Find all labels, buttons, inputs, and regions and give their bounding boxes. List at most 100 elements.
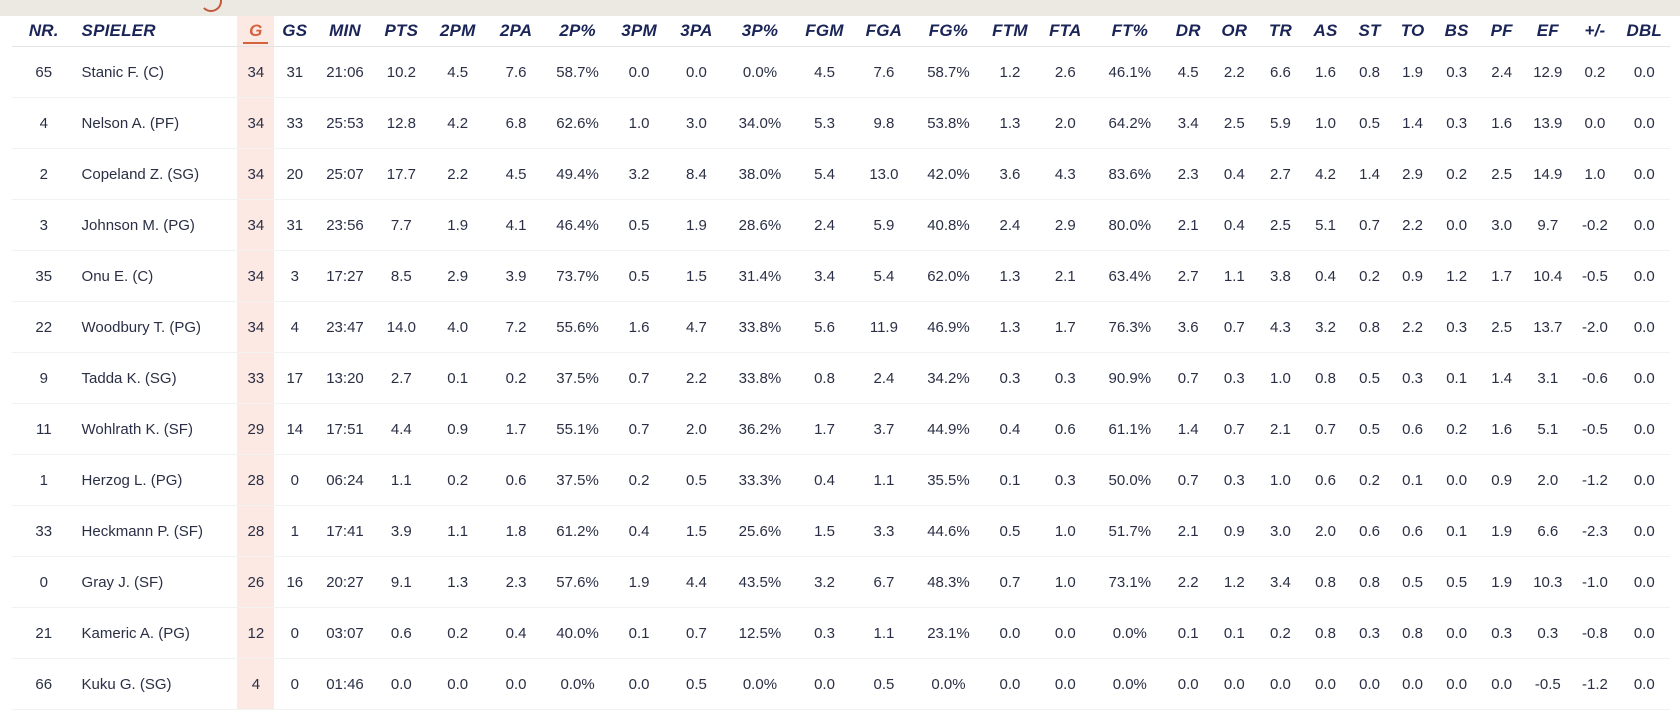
table-row[interactable]: 1 Herzog L. (PG) 28 0 06:24 1.1 0.2 0.6 37.5% 0.2… [12,454,1670,506]
column-header-2pa[interactable]: 2PA [487,16,545,47]
cell-g: 29 [237,403,275,455]
cell-dr: 3.4 [1165,97,1211,149]
cell-bs: 0.1 [1434,505,1480,557]
column-header-tr[interactable]: TR [1257,16,1303,47]
cell-2pa: 1.8 [487,505,545,557]
player-name-cell[interactable]: Herzog L. (PG) [75,454,238,506]
column-header-2pm[interactable]: 2PM [427,16,488,47]
cell-bs: 0.3 [1434,301,1480,353]
cell-gs: 20 [274,148,316,200]
cell-3pm: 0.0 [610,658,668,710]
column-header-nr[interactable]: NR. [12,16,76,47]
cell-dr: 0.7 [1165,352,1211,404]
column-header-ft-pct[interactable]: FT% [1093,16,1166,47]
cell-bs: 0.0 [1434,199,1480,251]
cell-min: 03:07 [315,607,375,659]
player-name-cell[interactable]: Kuku G. (SG) [75,658,238,710]
cell-pf: 1.4 [1479,352,1525,404]
cell-fgm: 5.4 [794,148,855,200]
column-header-fga[interactable]: FGA [854,16,914,47]
cell-ef: 12.9 [1524,46,1572,98]
cell-nr: 66 [12,658,76,710]
logo-icon [200,0,222,12]
cell-2pa: 7.2 [487,301,545,353]
cell-2pm: 0.1 [427,352,488,404]
column-header-or[interactable]: OR [1210,16,1258,47]
column-header-pts[interactable]: PTS [374,16,428,47]
table-row[interactable]: 0 Gray J. (SF) 26 16 20:27 9.1 1.3 2.3 57.6% 1.9 4… [12,556,1670,608]
cell-2p-pct: 37.5% [544,352,611,404]
table-row[interactable]: 2 Copeland Z. (SG) 34 20 25:07 17.7 2.2 4.5 49.4… [12,148,1670,200]
player-name-cell[interactable]: Onu E. (C) [75,250,238,302]
cell-3pa: 4.4 [667,556,726,608]
player-name-cell[interactable]: Johnson M. (PG) [75,199,238,251]
cell-gs: 31 [274,46,316,98]
cell-st: 0.8 [1348,556,1392,608]
cell-fgm: 0.3 [794,607,855,659]
column-header-ef[interactable]: EF [1524,16,1572,47]
player-name-cell[interactable]: Gray J. (SF) [75,556,238,608]
column-header-3pm[interactable]: 3PM [610,16,668,47]
cell-dr: 2.1 [1165,505,1211,557]
table-row[interactable]: 66 Kuku G. (SG) 4 0 01:46 0.0 0.0 0.0 0.0% 0.0 0.5… [12,658,1670,710]
column-header-as[interactable]: AS [1302,16,1349,47]
cell-gs: 0 [274,658,316,710]
column-header-ftm[interactable]: FTM [983,16,1037,47]
cell-3p-pct: 33.8% [725,352,795,404]
player-name-cell[interactable]: Woodbury T. (PG) [75,301,238,353]
column-header-dr[interactable]: DR [1165,16,1211,47]
cell-plus-minus: -1.0 [1571,556,1619,608]
table-row[interactable]: 22 Woodbury T. (PG) 34 4 23:47 14.0 4.0 7.2 55.6… [12,301,1670,353]
table-row[interactable]: 35 Onu E. (C) 34 3 17:27 8.5 2.9 3.9 73.7% 0.5 1.5… [12,250,1670,302]
column-header-gs[interactable]: GS [274,16,316,47]
table-row[interactable]: 65 Stanic F. (C) 34 31 21:06 10.2 4.5 7.6 58.7% 0… [12,46,1670,98]
table-row[interactable]: 11 Wohlrath K. (SF) 29 14 17:51 4.4 0.9 1.7 55.1… [12,403,1670,455]
cell-pf: 0.3 [1479,607,1525,659]
table-row[interactable]: 21 Kameric A. (PG) 12 0 03:07 0.6 0.2 0.4 40.0% 0… [12,607,1670,659]
column-header-2p-pct[interactable]: 2P% [544,16,611,47]
cell-or: 0.4 [1210,199,1258,251]
cell-nr: 9 [12,352,76,404]
table-row[interactable]: 3 Johnson M. (PG) 34 31 23:56 7.7 1.9 4.1 46.4% 0… [12,199,1670,251]
cell-or: 2.2 [1210,46,1258,98]
column-header-fta[interactable]: FTA [1036,16,1094,47]
player-name-cell[interactable]: Kameric A. (PG) [75,607,238,659]
cell-or: 0.3 [1210,454,1258,506]
cell-plus-minus: -1.2 [1571,658,1619,710]
player-name-cell[interactable]: Stanic F. (C) [75,46,238,98]
column-header-min[interactable]: MIN [315,16,375,47]
cell-fta: 2.6 [1036,46,1094,98]
column-header-fg-pct[interactable]: FG% [913,16,984,47]
player-name-cell[interactable]: Wohlrath K. (SF) [75,403,238,455]
column-header-pf[interactable]: PF [1479,16,1525,47]
column-header-plus-minus[interactable]: +/- [1571,16,1619,47]
player-name-cell[interactable]: Copeland Z. (SG) [75,148,238,200]
cell-pf: 1.9 [1479,505,1525,557]
cell-3pm: 1.0 [610,97,668,149]
column-header-fgm[interactable]: FGM [794,16,855,47]
player-name-cell[interactable]: Nelson A. (PF) [75,97,238,149]
cell-pts: 12.8 [374,97,428,149]
column-header-3pa[interactable]: 3PA [667,16,726,47]
cell-3p-pct: 38.0% [725,148,795,200]
column-header-st[interactable]: ST [1348,16,1392,47]
cell-gs: 33 [274,97,316,149]
column-header-3p-pct[interactable]: 3P% [725,16,795,47]
player-name-cell[interactable]: Heckmann P. (SF) [75,505,238,557]
cell-or: 1.1 [1210,250,1258,302]
table-row[interactable]: 4 Nelson A. (PF) 34 33 25:53 12.8 4.2 6.8 62.6% 1… [12,97,1670,149]
cell-min: 01:46 [315,658,375,710]
column-header-bs[interactable]: BS [1434,16,1480,47]
column-header-dbl[interactable]: DBL [1618,16,1670,47]
cell-plus-minus: 0.0 [1571,97,1619,149]
player-name-cell[interactable]: Tadda K. (SG) [75,352,238,404]
column-header-g[interactable]: G [237,16,275,47]
column-header-to[interactable]: TO [1391,16,1435,47]
cell-ftm: 1.3 [983,250,1037,302]
column-header-spieler[interactable]: SPIELER [75,16,238,47]
cell-to: 0.9 [1391,250,1435,302]
table-row[interactable]: 9 Tadda K. (SG) 33 17 13:20 2.7 0.1 0.2 37.5% 0.7… [12,352,1670,404]
table-row[interactable]: 33 Heckmann P. (SF) 28 1 17:41 3.9 1.1 1.8 61.2%… [12,505,1670,557]
cell-ftm: 0.4 [983,403,1037,455]
cell-g: 34 [237,148,275,200]
